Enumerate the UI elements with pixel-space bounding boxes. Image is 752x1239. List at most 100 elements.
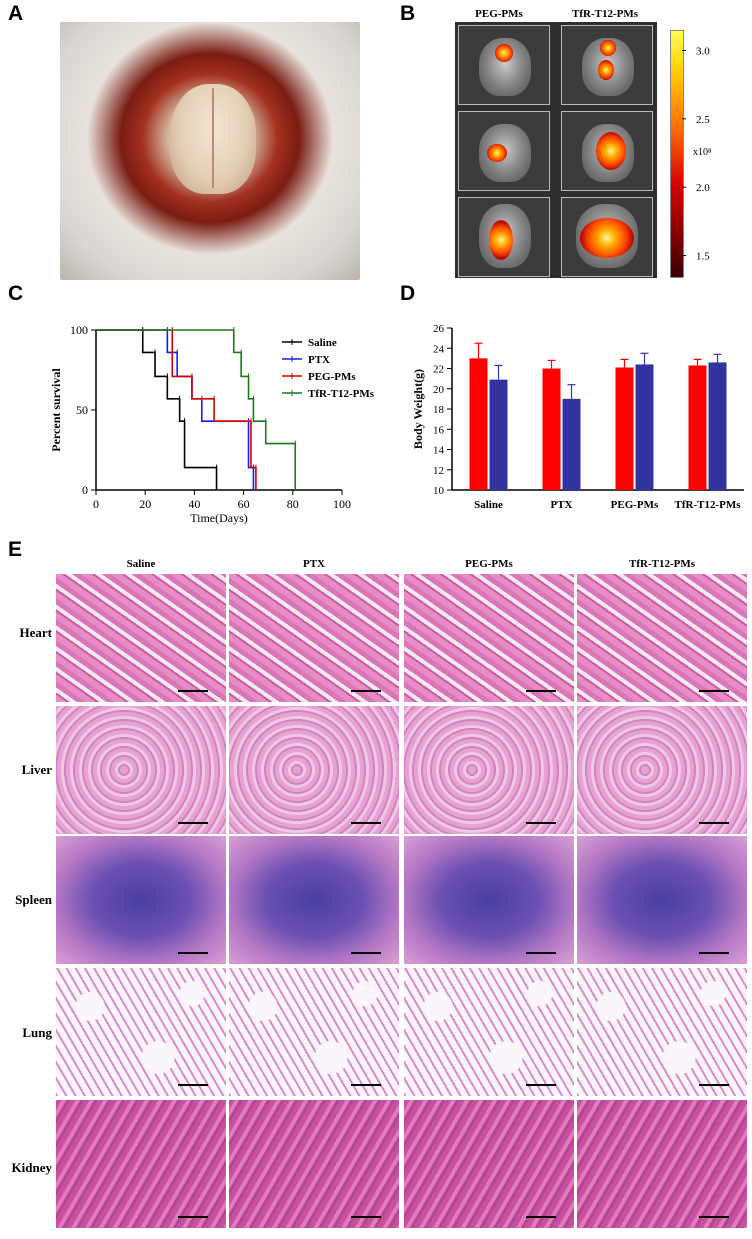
y-tick-label: 10 bbox=[433, 485, 445, 497]
bar bbox=[469, 358, 488, 490]
histology-image bbox=[229, 706, 399, 834]
colorbar-ticks: 3.0 2.5 2.0 1.5 bbox=[682, 46, 710, 263]
y-tick-label: 16 bbox=[433, 424, 445, 436]
colorbar bbox=[670, 30, 684, 278]
x-tick-label: 0 bbox=[93, 497, 99, 511]
histology-image bbox=[229, 574, 399, 702]
ivis-col-label-peg: PEG-PMs bbox=[475, 8, 523, 20]
ivis-image bbox=[458, 25, 550, 105]
colorbar-tick-label: 2.0 bbox=[696, 182, 710, 194]
bar bbox=[708, 362, 727, 490]
y-tick-label: 0 bbox=[82, 483, 88, 497]
x-tick-label: 60 bbox=[238, 497, 250, 511]
histology-image bbox=[577, 574, 747, 702]
colorbar-tick-label: 3.0 bbox=[696, 46, 710, 58]
legend-label: Saline bbox=[308, 337, 337, 349]
y-tick-label: 14 bbox=[433, 445, 445, 457]
brain-midline bbox=[212, 88, 214, 188]
survival-line bbox=[96, 329, 257, 490]
histology-row-label: Liver bbox=[21, 762, 52, 777]
scale-bar bbox=[351, 690, 381, 692]
ivis-image bbox=[458, 111, 550, 191]
scale-bar bbox=[526, 822, 556, 824]
x-tick-label: 40 bbox=[188, 497, 200, 511]
scale-bar bbox=[351, 822, 381, 824]
bar bbox=[635, 364, 654, 490]
panel-letter-e: E bbox=[8, 538, 23, 561]
ivis-image bbox=[561, 25, 653, 105]
histology-image bbox=[229, 968, 399, 1096]
y-tick-label: 22 bbox=[433, 364, 444, 376]
bar bbox=[542, 368, 561, 490]
colorbar-unit: x10⁸ bbox=[693, 147, 712, 158]
colorbar-tick-label: 2.5 bbox=[696, 114, 710, 126]
scale-bar bbox=[178, 1216, 208, 1218]
histology-col-label: PTX bbox=[303, 558, 325, 570]
histology-image bbox=[577, 968, 747, 1096]
category-label: PEG-PMs bbox=[611, 499, 659, 511]
category-label: Saline bbox=[474, 499, 503, 511]
histology-image bbox=[56, 836, 226, 964]
survival-line bbox=[96, 329, 297, 490]
scale-bar bbox=[351, 952, 381, 954]
histology-image bbox=[577, 836, 747, 964]
y-tick-label: 26 bbox=[433, 323, 445, 335]
y-axis-label: Percent survival bbox=[49, 368, 63, 452]
colorbar-tick-label: 1.5 bbox=[696, 251, 710, 263]
legend-label: PTX bbox=[308, 354, 330, 366]
histology-image bbox=[56, 574, 226, 702]
histology-image bbox=[577, 706, 747, 834]
y-axis-label: Body Weight(g) bbox=[411, 369, 425, 449]
x-axis-label: Time(Days) bbox=[190, 511, 248, 525]
histology-col-label: TfR-T12-PMs bbox=[629, 558, 695, 570]
histology-image bbox=[56, 968, 226, 1096]
scale-bar bbox=[351, 1084, 381, 1086]
x-tick-label: 20 bbox=[139, 497, 151, 511]
scale-bar bbox=[699, 690, 729, 692]
histology-image bbox=[229, 836, 399, 964]
survival-chart: 0 20 40 60 80 100 0 50 100 Time(Days) Percent surv… bbox=[49, 323, 375, 525]
ivis-image bbox=[561, 197, 653, 277]
histology-image bbox=[404, 836, 574, 964]
scale-bar bbox=[699, 822, 729, 824]
ivis-col-label-tfr: TfR-T12-PMs bbox=[572, 8, 638, 20]
bar bbox=[489, 379, 508, 490]
x-tick-label: 100 bbox=[333, 497, 351, 511]
y-tick-label: 24 bbox=[433, 343, 445, 355]
histology-image bbox=[404, 1100, 574, 1228]
scale-bar bbox=[526, 1216, 556, 1218]
bar bbox=[615, 367, 634, 490]
y-tick-label: 100 bbox=[70, 323, 88, 337]
scale-bar bbox=[699, 1216, 729, 1218]
histology-image bbox=[404, 574, 574, 702]
scale-bar bbox=[178, 952, 208, 954]
histology-col-label: PEG-PMs bbox=[465, 558, 513, 570]
histology-row-label: Heart bbox=[19, 625, 52, 640]
category-label: TfR-T12-PMs bbox=[675, 499, 742, 511]
y-tick-label: 18 bbox=[433, 404, 445, 416]
panel-letter-d: D bbox=[400, 282, 416, 305]
legend-label: TfR-T12-PMs bbox=[308, 388, 375, 400]
histology-image bbox=[577, 1100, 747, 1228]
scale-bar bbox=[178, 690, 208, 692]
bar bbox=[688, 365, 707, 490]
scale-bar bbox=[699, 1084, 729, 1086]
histology-row-label: Spleen bbox=[15, 892, 52, 907]
ivis-image bbox=[458, 197, 550, 277]
histology-image bbox=[56, 1100, 226, 1228]
brain-surgery-photo bbox=[60, 22, 360, 280]
scale-bar bbox=[526, 690, 556, 692]
scale-bar bbox=[526, 1084, 556, 1086]
histology-col-label: Saline bbox=[126, 558, 156, 570]
panel-letter-b: B bbox=[400, 2, 416, 25]
histology-row-label: Kidney bbox=[11, 1160, 52, 1175]
scale-bar bbox=[699, 952, 729, 954]
histology-image bbox=[229, 1100, 399, 1228]
ivis-image bbox=[561, 111, 653, 191]
scale-bar bbox=[178, 1084, 208, 1086]
y-tick-label: 50 bbox=[76, 403, 88, 417]
scale-bar bbox=[526, 952, 556, 954]
y-tick-label: 20 bbox=[433, 384, 445, 396]
histology-row-label: Lung bbox=[22, 1025, 52, 1040]
bar bbox=[562, 398, 581, 490]
